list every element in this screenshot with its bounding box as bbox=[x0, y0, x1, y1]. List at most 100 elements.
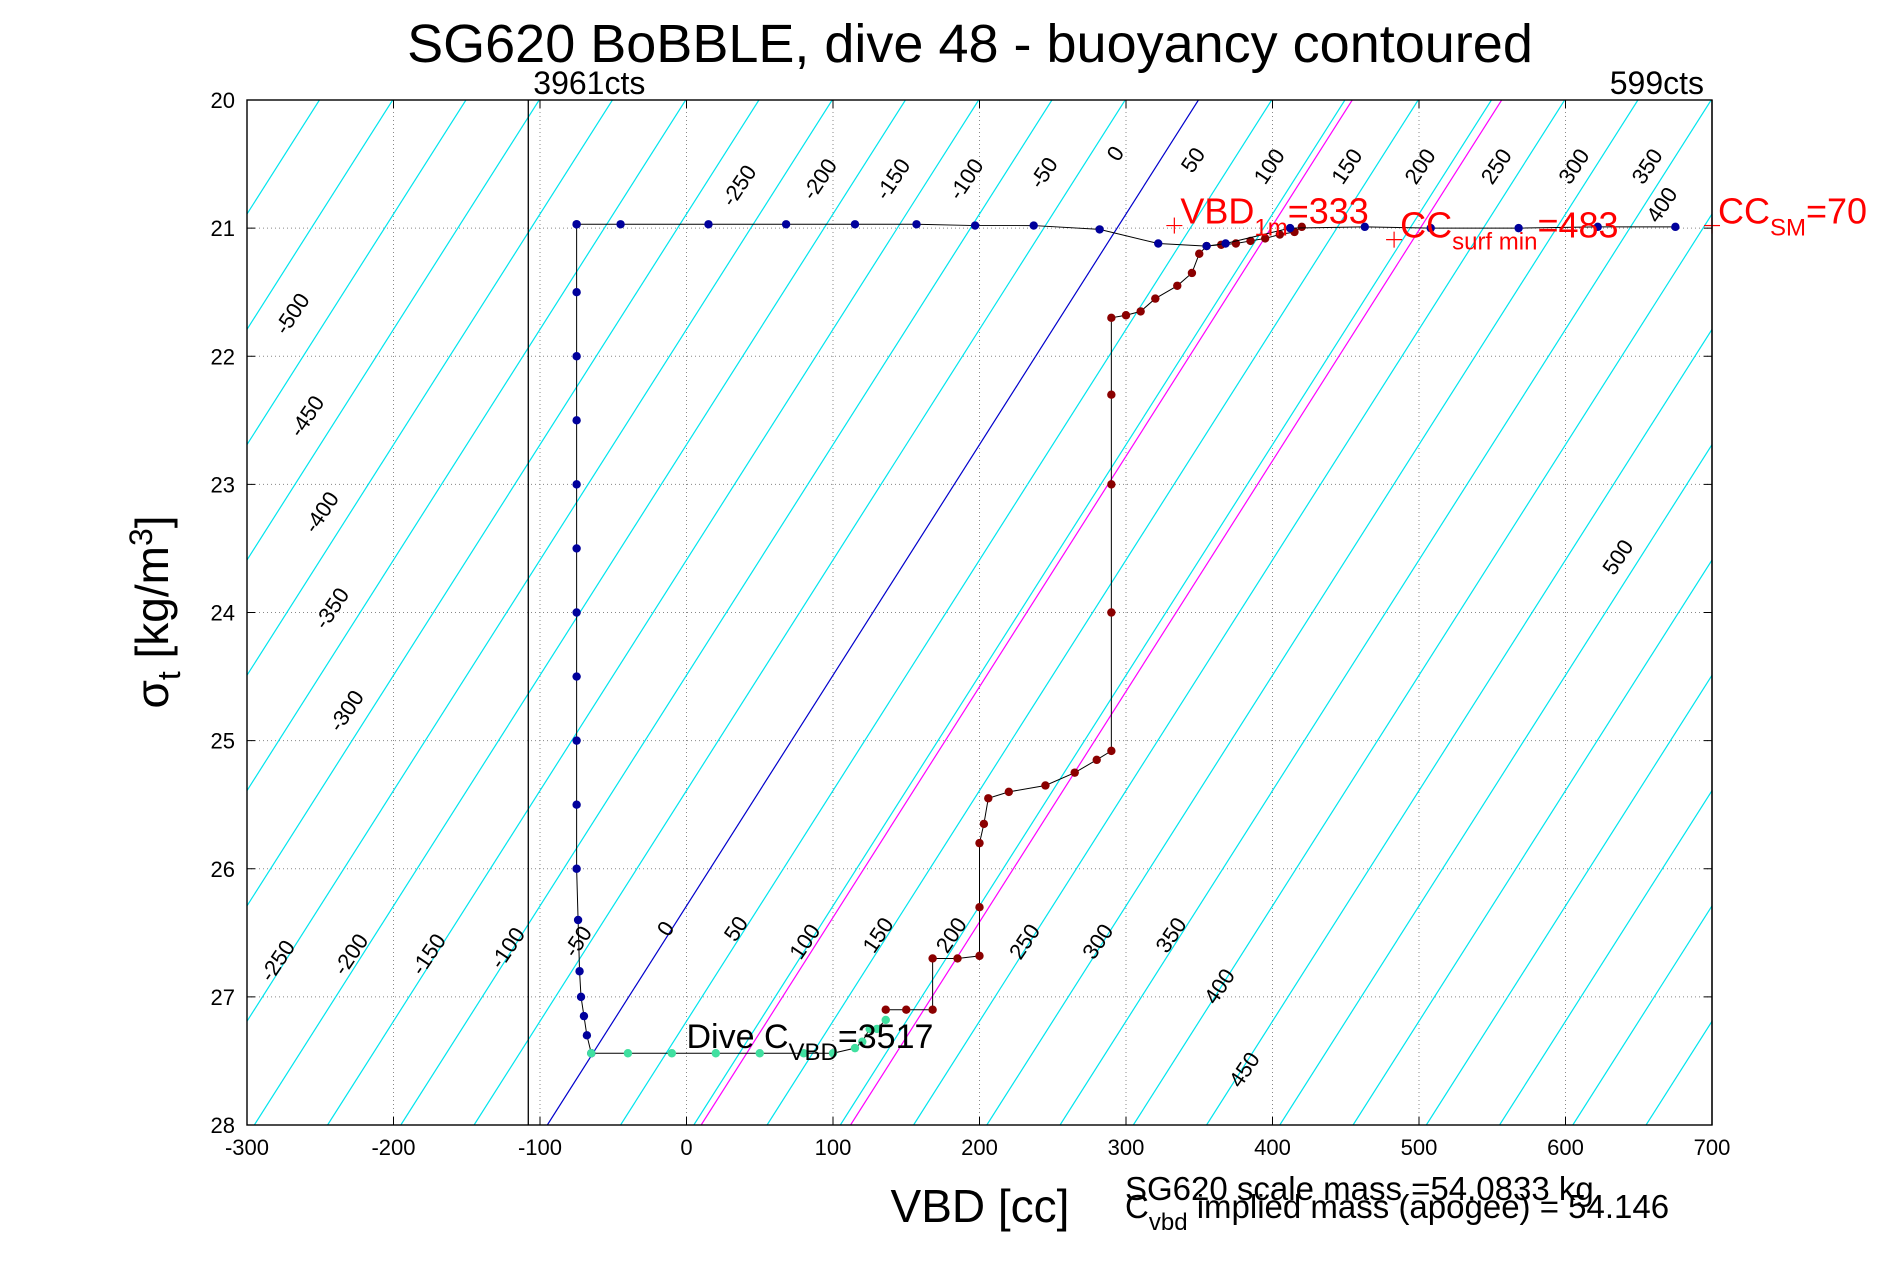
y-axis-label-base: σ bbox=[126, 680, 178, 708]
contour-line bbox=[766, 100, 1419, 1125]
contour-line bbox=[1352, 558, 1712, 1125]
data-point-bottom bbox=[623, 1049, 633, 1058]
data-point-dive bbox=[572, 480, 581, 489]
data-point-bottom bbox=[872, 1024, 882, 1034]
data-point-climb bbox=[1246, 236, 1255, 246]
data-point-surface bbox=[1285, 223, 1295, 233]
data-point-bottom bbox=[858, 1037, 867, 1046]
contour-label: -300 bbox=[324, 686, 369, 736]
data-point-dive bbox=[582, 1031, 592, 1040]
data-point-dive bbox=[575, 967, 584, 976]
data-point-bottom bbox=[755, 1049, 764, 1058]
data-point-climb bbox=[975, 951, 984, 961]
data-point-climb bbox=[1275, 230, 1285, 239]
data-point-climb bbox=[1195, 249, 1204, 258]
count-limit-label: 599cts bbox=[1610, 65, 1704, 101]
contour-line bbox=[1059, 100, 1712, 1125]
data-point-dive bbox=[579, 1011, 589, 1021]
data-point-surface bbox=[1095, 225, 1104, 234]
x-tick-label: 100 bbox=[815, 1135, 852, 1160]
data-point-climb bbox=[1151, 294, 1160, 303]
contour-line bbox=[839, 100, 1492, 1125]
data-point-surface bbox=[1514, 223, 1523, 233]
contour-line bbox=[986, 100, 1639, 1125]
contour-line bbox=[247, 100, 833, 1023]
data-point-dive bbox=[572, 800, 581, 809]
marker-label: CCSM=70 bbox=[1718, 191, 1867, 242]
contour-label: -350 bbox=[309, 583, 354, 633]
y-axis-label-close: ] bbox=[126, 515, 178, 528]
x-axis-label: VBD [cc] bbox=[891, 1180, 1070, 1232]
data-point-climb bbox=[1107, 390, 1116, 399]
data-point-surface bbox=[850, 220, 860, 229]
data-point-dive bbox=[573, 915, 583, 925]
data-point-bottom bbox=[799, 1049, 808, 1058]
x-tick-label: 0 bbox=[680, 1135, 692, 1160]
y-tick-label: 26 bbox=[211, 857, 235, 882]
contour-label: 250 bbox=[1476, 144, 1517, 188]
implied-mass-sub: vbd bbox=[1149, 1209, 1188, 1236]
contour-label: 0 bbox=[652, 917, 680, 941]
data-point-climb bbox=[902, 1005, 911, 1014]
data-point-surface bbox=[616, 220, 625, 229]
contour-label: -400 bbox=[299, 487, 344, 537]
data-point-climb bbox=[984, 794, 993, 803]
data-point-surface bbox=[572, 220, 581, 229]
data-point-surface bbox=[1360, 222, 1369, 232]
contour-label: -50 bbox=[1024, 153, 1063, 193]
contour-label: 100 bbox=[1249, 144, 1290, 188]
marker-label: CCsurf min=483 bbox=[1400, 205, 1618, 256]
data-point-surface bbox=[781, 220, 791, 229]
data-point-dive bbox=[572, 864, 581, 873]
implied-mass-label: Cvbd implied mass (apogee) = 54.146 bbox=[1125, 1188, 1669, 1236]
data-point-climb bbox=[1070, 768, 1079, 777]
contour-line bbox=[1572, 904, 1712, 1125]
data-point-bottom bbox=[865, 1024, 874, 1034]
data-point-dive bbox=[572, 672, 581, 681]
series-line-climb bbox=[885, 226, 1303, 1011]
y-tick-label: 28 bbox=[211, 1113, 235, 1138]
x-tick-label: -200 bbox=[371, 1135, 415, 1160]
contour-label: 450 bbox=[1224, 1047, 1265, 1091]
x-tick-label: -100 bbox=[518, 1135, 562, 1160]
contour-layer bbox=[247, 100, 1712, 1125]
contour-line bbox=[1279, 443, 1712, 1125]
contour-line bbox=[1206, 328, 1712, 1125]
data-point-climb bbox=[979, 819, 989, 829]
implied-mass-rest: implied mass (apogee) = 54.146 bbox=[1188, 1188, 1670, 1225]
x-axis-ticks: -300 -200 -100 0 100 200 300 400 500 600 700 bbox=[225, 100, 1730, 1160]
data-point-climb bbox=[1121, 311, 1131, 320]
contour-label: -50 bbox=[558, 921, 597, 961]
series-layer bbox=[572, 220, 1680, 1058]
data-point-bottom bbox=[850, 1043, 860, 1053]
contour-line bbox=[247, 100, 687, 792]
data-point-dive bbox=[576, 992, 586, 1002]
contour-line bbox=[247, 100, 760, 908]
contour-line bbox=[913, 100, 1566, 1125]
marker-label: VBD1m=333 bbox=[1180, 191, 1368, 242]
data-point-climb bbox=[1092, 755, 1101, 765]
x-tick-label: 300 bbox=[1108, 1135, 1145, 1160]
y-axis-ticks: 20 21 22 23 24 25 26 27 28 bbox=[211, 88, 1712, 1138]
data-point-surface bbox=[970, 221, 980, 230]
contour-line bbox=[473, 100, 1126, 1125]
data-point-surface bbox=[1029, 221, 1038, 230]
data-point-climb bbox=[1107, 608, 1116, 617]
data-point-climb bbox=[1260, 234, 1270, 243]
data-point-bottom bbox=[881, 1015, 890, 1025]
series-line-surface bbox=[576, 223, 1676, 247]
data-point-surface bbox=[1202, 241, 1211, 251]
data-point-climb bbox=[953, 954, 962, 963]
contour-label: 350 bbox=[1150, 913, 1191, 957]
chart-title: SG620 BoBBLE, dive 48 - buoyancy contour… bbox=[407, 14, 1533, 74]
data-point-surface bbox=[1154, 239, 1163, 248]
contour-label: -200 bbox=[797, 154, 842, 204]
contour-label: -100 bbox=[485, 923, 530, 973]
contour-line bbox=[1645, 1020, 1712, 1125]
marker-layer: VBD1m=333 CCsurf min=483 CCSM=70 Dive CVBD=… bbox=[687, 191, 1868, 1067]
scale-mass-label: SG620 scale mass =54.0833 kg bbox=[1125, 1170, 1594, 1207]
x-tick-label: -300 bbox=[225, 1135, 269, 1160]
data-point-climb bbox=[1107, 746, 1116, 756]
